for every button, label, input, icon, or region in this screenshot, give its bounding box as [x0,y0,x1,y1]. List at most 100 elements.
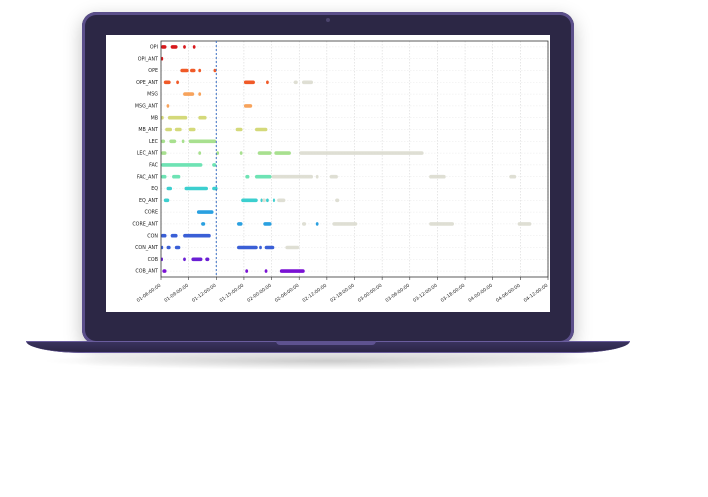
timeline-chart: OPI OPI_ANT OPE OPE_ANT MSG MSG_ANT MB MB_ANT LE… [132,40,550,304]
timeline-segment [169,139,177,144]
x-tick-label: 02-18:00:00 [329,283,356,304]
faded-segment [429,222,455,226]
timeline-segment [190,68,196,73]
x-tick-label: 04-00:00:00 [467,283,494,304]
timeline-bars [161,45,532,273]
timeline-segment [245,174,250,179]
timeline-segment [196,210,214,214]
timeline-segment [170,233,178,238]
timeline-segment [161,56,164,61]
x-tick-labels: 01-06:00:00 01-09:00:00 01-12:00:00 01-15:0… [136,283,550,304]
laptop-screen: OPI OPI_ANT OPE OPE_ANT MSG MSG_ANT MB MB_ANT LE… [106,35,550,312]
timeline-segment [239,151,243,155]
faded-segment [285,245,300,250]
faded-segment [509,174,517,179]
laptop-base [26,341,630,353]
timeline-segment [260,198,263,203]
timeline-segment [257,151,272,155]
x-tick-label: 01-12:00:00 [191,283,218,304]
x-tick-label: 02-06:00:00 [274,283,301,304]
timeline-segment [264,245,275,250]
laptop-shadow [40,352,616,370]
row-label: LEC_ANT [137,151,158,157]
timeline-segment [162,269,167,273]
row-label: CON_ANT [135,245,158,251]
timeline-segment [161,115,164,120]
x-tick-label: 03-12:00:00 [412,283,439,304]
timeline-segment [166,245,171,250]
timeline-segment [184,186,208,191]
x-tick-label: 02-00:00:00 [246,283,273,304]
timeline-segment [266,198,269,203]
row-label: OPI [150,45,158,51]
x-tick-label: 04-12:00:00 [523,283,550,304]
x-tick-label: 04-06:00:00 [495,283,522,304]
x-tick-label: 02-12:00:00 [302,283,329,304]
timeline-segment [174,245,181,250]
x-tick-label: 03-00:00:00 [357,283,384,304]
row-label: FAC_ANT [137,174,158,180]
faded-segment [335,198,340,203]
timeline-segment [188,139,217,144]
timeline-segment [183,257,186,262]
row-label: OPI_ANT [138,56,158,62]
timeline-segment [183,45,186,49]
row-label: OPE_ANT [136,80,158,86]
timeline-segment [181,139,185,144]
row-label: MB_ANT [138,127,158,133]
timeline-segment [264,269,268,273]
row-label: CORE [145,210,159,216]
row-label: MB [151,115,158,121]
timeline-segment [216,151,220,155]
timeline-segment [274,151,291,155]
faded-segment [261,198,267,203]
timeline-segment [161,163,203,167]
timeline-segment [205,257,210,262]
timeline-segment [198,115,207,120]
timeline-segment [201,222,206,226]
faded-segment [277,198,286,203]
timeline-segment [259,245,262,250]
faded-segment [301,80,314,85]
timeline-segment [166,104,170,108]
timeline-segment [161,257,163,262]
faded-segment [429,174,446,179]
plot-frame [160,40,549,278]
faded-segment [315,174,319,179]
timeline-segment [192,45,196,49]
timeline-segment [245,269,249,273]
row-label: MSG_ANT [135,104,158,110]
timeline-segment [198,68,202,73]
laptop-notch [276,341,376,345]
timeline-segment [183,233,211,238]
timeline-segment [243,80,255,85]
timeline-segment [174,127,182,132]
faded-segment [517,222,532,226]
timeline-segment [212,186,218,191]
timeline-segment [263,222,272,226]
camera-dot [326,18,330,22]
row-label: MSG [147,92,158,98]
x-tick-label: 03-18:00:00 [440,283,467,304]
grid-lines [160,41,549,280]
faded-segment [329,174,338,179]
faded-segment [299,151,424,155]
faded-segment [293,80,298,85]
row-label: COB [148,257,158,263]
timeline-segment [212,163,217,167]
timeline-segment [166,186,173,191]
timeline-segment [315,222,319,226]
timeline-segment [163,80,171,85]
row-labels: OPI OPI_ANT OPE OPE_ANT MSG MSG_ANT MB MB_ANT LE… [132,45,158,275]
faded-segment [332,222,358,226]
timeline-segment [243,104,253,108]
row-label: CON [147,233,158,239]
timeline-segment [198,92,202,96]
timeline-segment [279,269,305,273]
timeline-segment [237,222,243,226]
timeline-segment [161,45,167,49]
row-label: LEC [149,139,159,145]
row-label: CORE_ANT [132,222,158,228]
timeline-segment [183,92,195,96]
faded-segment [271,174,314,179]
